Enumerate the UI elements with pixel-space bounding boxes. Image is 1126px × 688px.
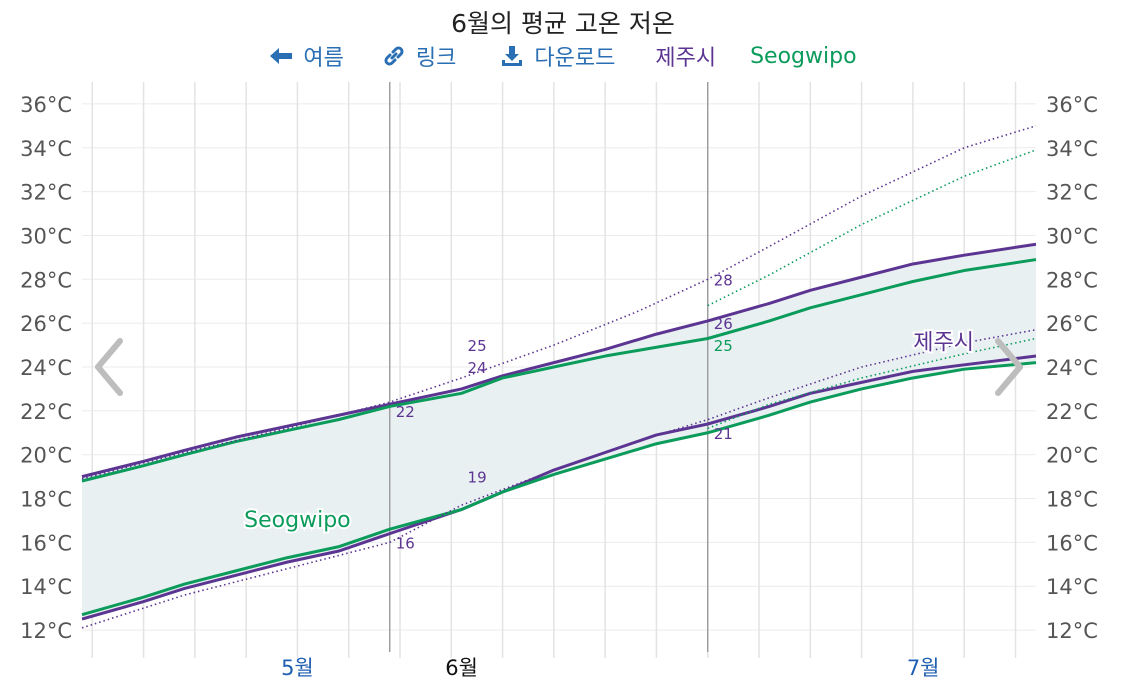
y-tick-label-left: 26°C (20, 312, 72, 336)
data-label: 16 (396, 534, 415, 552)
y-tick-label-left: 24°C (20, 356, 72, 380)
series-line-jeju-low (81, 354, 1037, 621)
chart-toolbar: 여름 링크 다운로드 제주시 Seogwipo (0, 40, 1126, 72)
y-tick-label-left: 28°C (20, 268, 72, 292)
y-tick-label-right: 20°C (1046, 444, 1098, 468)
y-axis-ticks: 12°C 12°C 14°C 14°C 16°C 16°C 18°C 18°C 20°C 20°C… (20, 93, 1098, 643)
y-tick-label-right: 32°C (1046, 181, 1098, 205)
y-tick-label-right: 22°C (1046, 400, 1098, 424)
link-icon (384, 46, 404, 66)
chevron-right-icon (995, 338, 1023, 396)
y-tick-label-right: 36°C (1046, 93, 1098, 117)
next-month-button[interactable] (988, 335, 1028, 399)
x-tick-label: 7월 (907, 656, 940, 680)
previous-month-button[interactable] (90, 335, 130, 399)
link-button-label: 링크 (415, 46, 457, 71)
link-button[interactable]: 링크 (382, 40, 456, 72)
legend-jeju[interactable]: 제주시 (655, 46, 717, 71)
y-tick-label-right: 12°C (1046, 619, 1098, 643)
arrow-left-icon (270, 48, 293, 64)
month-boundaries (389, 82, 709, 652)
download-button-label: 다운로드 (534, 46, 616, 71)
y-tick-label-right: 26°C (1046, 312, 1098, 336)
y-tick-label-left: 12°C (20, 619, 72, 643)
y-tick-label-left: 30°C (20, 224, 72, 248)
series-line-jeju-high (81, 242, 1037, 479)
y-tick-label-right: 28°C (1046, 268, 1098, 292)
data-labels: 22 16 25 24 19 28 26 25 21 (396, 271, 733, 552)
x-tick-label: 5월 (281, 656, 314, 680)
download-button[interactable]: 다운로드 (500, 40, 615, 72)
series-line-seogwipo-high (81, 258, 1037, 483)
y-tick-label-left: 34°C (20, 137, 72, 161)
y-tick-label-left: 36°C (20, 93, 72, 117)
series-line-seogwipo-low (81, 361, 1037, 617)
series-labels: 제주시 Seogwipo (242, 328, 976, 535)
download-icon (502, 46, 523, 66)
y-tick-label-right: 16°C (1046, 531, 1098, 555)
y-tick-label-right: 30°C (1046, 224, 1098, 248)
y-tick-label-right: 34°C (1046, 137, 1098, 161)
y-tick-label-left: 32°C (20, 181, 72, 205)
x-tick-label: 6월 (445, 656, 478, 680)
temperature-band (82, 244, 1036, 620)
series-line-jeju-high-dotted (81, 125, 1037, 480)
series-line-seogwipo-low-dotted (707, 337, 1037, 430)
y-tick-label-right: 18°C (1046, 488, 1098, 512)
y-tick-label-left: 16°C (20, 531, 72, 555)
y-tick-label-right: 24°C (1046, 356, 1098, 380)
y-tick-label-right: 14°C (1046, 575, 1098, 599)
data-label: 22 (396, 403, 415, 421)
data-label: 21 (714, 425, 733, 443)
data-label: 25 (714, 337, 733, 355)
series-label: Seogwipo (244, 508, 350, 533)
x-axis-labels: 5월 6월 7월 (281, 656, 939, 680)
data-label: 25 (468, 337, 487, 355)
back-button-label: 여름 (303, 46, 344, 71)
chevron-left-icon (95, 338, 123, 396)
y-tick-label-left: 14°C (20, 575, 72, 599)
back-button[interactable]: 여름 (269, 40, 344, 72)
data-label: 19 (468, 469, 487, 487)
data-label: 24 (468, 359, 487, 377)
data-label: 26 (714, 315, 733, 333)
series-line-seogwipo-high-dotted (707, 149, 1037, 307)
high-low-band (82, 244, 1036, 620)
temperature-chart: 12°C 12°C 14°C 14°C 16°C 16°C 18°C 18°C 20°C 20°C… (20, 82, 1098, 680)
y-tick-label-left: 22°C (20, 400, 72, 424)
y-tick-label-left: 18°C (20, 488, 72, 512)
chart-title: 6월의 평균 고온 저온 (451, 9, 675, 38)
series-lines (81, 125, 1037, 629)
series-label: 제주시 (913, 330, 974, 355)
data-label: 28 (714, 271, 733, 289)
y-tick-label-left: 20°C (20, 444, 72, 468)
legend-seogwipo[interactable]: Seogwipo (750, 43, 857, 69)
